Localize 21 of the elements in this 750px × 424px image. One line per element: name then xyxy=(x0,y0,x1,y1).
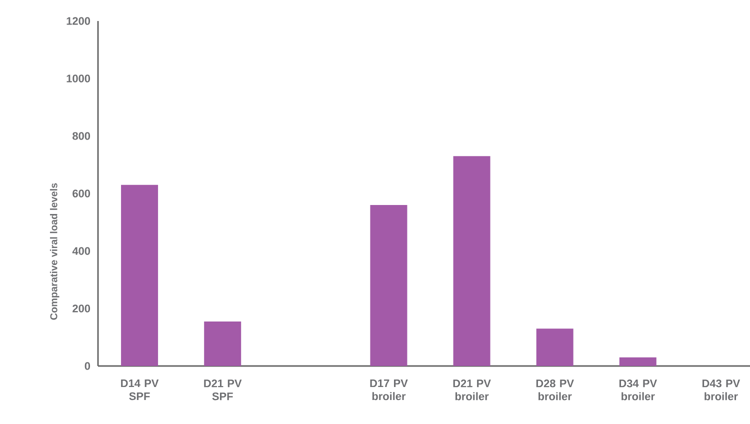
bar xyxy=(619,357,656,366)
y-axis-title: Comparative viral load levels xyxy=(50,183,60,320)
bar xyxy=(453,156,490,366)
x-tick-label: D43 PV broiler xyxy=(702,380,740,400)
x-tick-label: D34 PV broiler xyxy=(619,380,657,400)
x-tick-label: D21 PV broiler xyxy=(453,380,491,400)
bar xyxy=(536,328,574,366)
x-tick-label: D14 PV SPF xyxy=(121,380,159,400)
y-tick-label: 600 xyxy=(72,190,90,198)
bar xyxy=(370,205,408,366)
y-tick-label: 1200 xyxy=(66,17,90,25)
y-tick-label: 800 xyxy=(72,132,90,140)
x-tick-label: D28 PV broiler xyxy=(536,380,574,400)
y-tick-label: 400 xyxy=(72,247,90,255)
y-tick-label: 0 xyxy=(84,362,90,370)
x-tick-label: D17 PV broiler xyxy=(370,380,408,400)
bar xyxy=(121,184,158,366)
bar xyxy=(204,321,242,366)
y-tick-label: 1000 xyxy=(66,74,90,82)
y-tick-label: 200 xyxy=(72,304,90,312)
x-tick-label: D21 PV SPF xyxy=(204,380,242,400)
